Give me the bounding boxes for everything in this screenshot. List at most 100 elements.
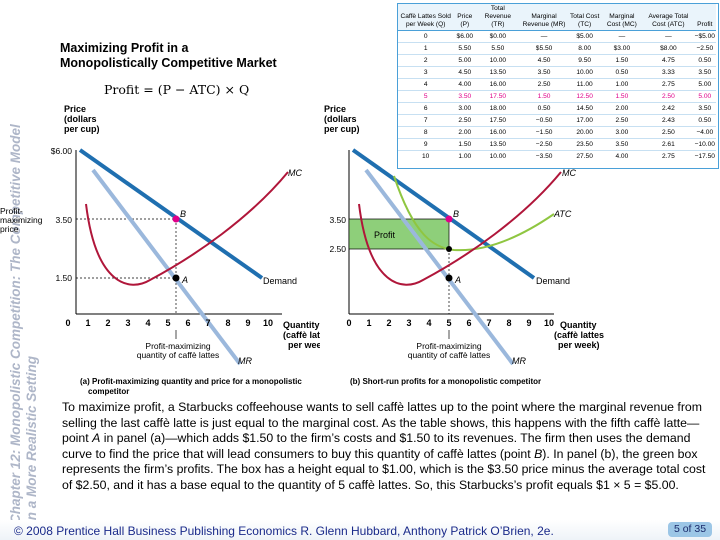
panel-b-x-tick-3: 3 bbox=[406, 318, 411, 328]
table-header-cell: Marginal Cost (MC) bbox=[600, 4, 644, 31]
table-cell: 2.61 bbox=[643, 138, 694, 151]
panel-a-q-label-2: quantity of caffè lattes bbox=[137, 350, 220, 360]
paragraph-text-3: ). In panel (b), the green box represent… bbox=[62, 446, 706, 492]
table-row: 3 4.50 13.50 3.50 10.00 0.50 3.33 3.50 bbox=[398, 66, 716, 79]
panel-a-x-tick-6: 6 bbox=[185, 318, 190, 328]
table-row: 5 3.50 17.50 1.50 12.50 1.50 2.50 5.00 bbox=[398, 90, 716, 103]
panel-a-y-label-3: per cup) bbox=[64, 124, 100, 134]
panel-b: Price (dollars per cup) 3.50 2.50 Profit… bbox=[322, 96, 610, 400]
slide-title-line-1: Maximizing Profit in a bbox=[60, 41, 189, 55]
table-cell: 4.00 bbox=[453, 78, 477, 91]
panel-b-x-label-3: per week) bbox=[558, 340, 600, 350]
table-cell: 4.50 bbox=[519, 54, 569, 67]
panel-a-y-label-1: Price bbox=[64, 104, 86, 114]
table-cell: — bbox=[600, 30, 644, 43]
table-cell: 2.75 bbox=[643, 78, 694, 91]
panel-b-demand-curve bbox=[351, 148, 536, 280]
panel-a-x-tick-3: 3 bbox=[125, 318, 130, 328]
panel-a-profit-max-label-1: Profit- bbox=[0, 206, 23, 216]
table-cell: −4.00 bbox=[693, 126, 716, 139]
page-indicator[interactable]: 5 of 35 bbox=[668, 522, 712, 537]
table-cell: 1.50 bbox=[453, 138, 477, 151]
panel-b-mc-label: MC bbox=[562, 168, 576, 178]
panel-b-profit-label: Profit bbox=[374, 230, 396, 240]
table-cell: — bbox=[643, 30, 694, 43]
table-cell: 3.50 bbox=[519, 66, 569, 79]
panel-a: Price (dollars per cup) $6.00 3.50 1.50 … bbox=[0, 96, 320, 400]
panel-b-x-tick-8: 8 bbox=[506, 318, 511, 328]
panel-a-x-tick-5: 5 bbox=[165, 318, 170, 328]
panel-a-x-tick-2: 2 bbox=[105, 318, 110, 328]
panel-b-x-label-1: Quantity bbox=[560, 320, 597, 330]
panel-b-x-ticks: 0 1 2 3 4 5 6 7 8 9 10 bbox=[346, 318, 554, 328]
table-row: 8 2.00 16.00 −1.50 20.00 3.00 2.50 −4.00 bbox=[398, 126, 716, 139]
panel-b-mc-curve bbox=[358, 171, 562, 286]
table-cell: 13.50 bbox=[476, 66, 520, 79]
panel-b-x-tick-4: 4 bbox=[426, 318, 431, 328]
table-cell: $5.50 bbox=[519, 42, 569, 55]
table-cell: 2.50 bbox=[643, 90, 694, 103]
table-cell: 4 bbox=[398, 78, 454, 91]
panel-a-caption-2: competitor bbox=[88, 387, 129, 396]
panel-b-q-label-2: quantity of caffè lattes bbox=[408, 350, 491, 360]
table-cell: 0.50 bbox=[693, 114, 716, 127]
table-cell: 0.50 bbox=[600, 66, 644, 79]
panel-b-label-b: B bbox=[453, 209, 459, 219]
panel-a-caption-1: (a) Profit-maximizing quantity and price… bbox=[80, 377, 302, 386]
cost-revenue-table: Caffè Lattes Sold per Week (Q) Price (P) T… bbox=[398, 4, 716, 162]
table-cell: 6 bbox=[398, 102, 454, 115]
table-cell: 5 bbox=[398, 90, 454, 103]
slide-title: Maximizing Profit in a Monopolistically … bbox=[60, 41, 277, 71]
chapter-sidebar: Chapter 12: Monopolistic Competition: Th… bbox=[2, 90, 46, 530]
table-cell: 2.75 bbox=[643, 150, 694, 162]
table-cell: 10.00 bbox=[568, 66, 601, 79]
table-row: 0 $6.00 $0.00— $5.00— — −$5.00 bbox=[398, 30, 716, 43]
panel-b-y-label-1: Price bbox=[324, 104, 346, 114]
table-header-cell: Price (P) bbox=[453, 4, 477, 31]
panel-a-point-b bbox=[172, 215, 180, 223]
table-header-cell: Marginal Revenue (MR) bbox=[519, 4, 569, 31]
table-cell: 2.50 bbox=[643, 126, 694, 139]
table-cell: −0.50 bbox=[519, 114, 569, 127]
table-cell: 3.50 bbox=[600, 138, 644, 151]
panel-b-y-label-2: (dollars bbox=[324, 114, 357, 124]
table-cell: 9.50 bbox=[568, 54, 601, 67]
table-cell: — bbox=[519, 30, 569, 43]
panel-b-x-tick-7: 7 bbox=[486, 318, 491, 328]
table-cell: 5.00 bbox=[693, 90, 716, 103]
table-cell: 1.00 bbox=[600, 78, 644, 91]
panel-b-mr-label: MR bbox=[512, 356, 526, 366]
panel-b-q-label-1: Profit-maximizing bbox=[416, 341, 481, 351]
table-cell: −1.50 bbox=[519, 126, 569, 139]
table-row: 2 5.00 10.00 4.50 9.50 1.50 4.75 0.50 bbox=[398, 54, 716, 67]
panel-b-demand-label: Demand bbox=[536, 276, 570, 286]
table-cell: 3.50 bbox=[693, 102, 716, 115]
slide-footer: © 2008 Prentice Hall Business Publishing… bbox=[0, 520, 720, 540]
footer-copyright: © 2008 Prentice Hall Business Publishing… bbox=[14, 524, 554, 538]
panel-a-q-label-1: Profit-maximizing bbox=[145, 341, 210, 351]
table-cell: 2.50 bbox=[453, 114, 477, 127]
table-row: 4 4.00 16.00 2.50 11.00 1.00 2.75 5.00 bbox=[398, 78, 716, 91]
panel-a-x-tick-1: 1 bbox=[85, 318, 90, 328]
table-cell: 4.75 bbox=[643, 54, 694, 67]
table-cell: $5.00 bbox=[568, 30, 601, 43]
table-cell: 4.00 bbox=[600, 150, 644, 162]
table-cell: 2.00 bbox=[453, 126, 477, 139]
panel-a-label-b: B bbox=[180, 209, 186, 219]
panel-a-x-label-1: Quantity bbox=[283, 320, 320, 330]
explanation-paragraph: To maximize profit, a Starbucks coffeeho… bbox=[62, 400, 708, 494]
table-cell: 0.50 bbox=[693, 54, 716, 67]
panel-b-atc-label: ATC bbox=[553, 209, 572, 219]
table-cell: 9 bbox=[398, 138, 454, 151]
panel-a-x-tick-4: 4 bbox=[145, 318, 150, 328]
table-body: 0 $6.00 $0.00— $5.00— — −$5.00 1 5.50 5.50 $5.50 8… bbox=[398, 30, 716, 162]
paragraph-point-b: B bbox=[534, 446, 543, 461]
table-cell: $3.00 bbox=[600, 42, 644, 55]
table-cell: −17.50 bbox=[693, 150, 716, 162]
table-cell: 8 bbox=[398, 126, 454, 139]
panel-b-y-tick-250: 2.50 bbox=[329, 244, 346, 254]
panel-b-point-a bbox=[445, 274, 453, 282]
panel-a-mr-curve bbox=[91, 168, 242, 366]
table-cell: −$5.00 bbox=[693, 30, 716, 43]
panel-b-atc-curve bbox=[393, 175, 555, 252]
